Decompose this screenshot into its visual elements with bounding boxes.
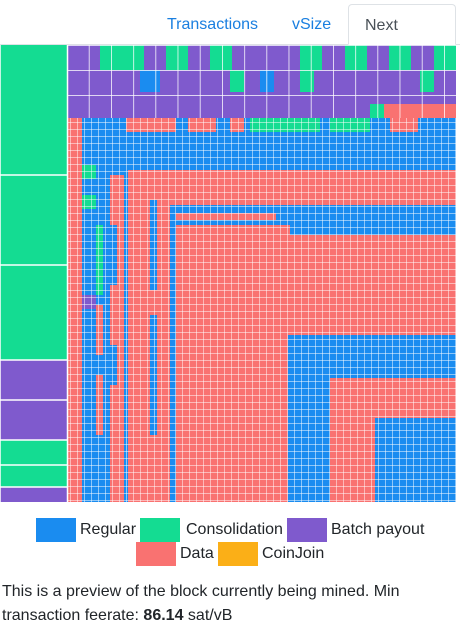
- grid-overlay: [0, 45, 69, 502]
- legend-swatch: [218, 542, 258, 566]
- grid-overlay: [68, 45, 456, 118]
- legend-swatch: [140, 518, 180, 542]
- description-text: This is a preview of the block currently…: [2, 583, 400, 624]
- tx-cell: [0, 487, 68, 502]
- legend-swatch: [136, 542, 176, 566]
- block-treemap: [0, 45, 456, 502]
- legend-label: CoinJoin: [262, 545, 325, 562]
- legend-label: Data: [180, 545, 214, 562]
- feerate: 86.14: [143, 607, 184, 624]
- tx-cell: [0, 440, 68, 487]
- tab-bar: Transactions vSize Next block: [0, 0, 460, 75]
- tx-cell: [0, 45, 68, 360]
- legend-swatch: [36, 518, 76, 542]
- legend-label: Batch payout: [331, 521, 425, 538]
- legend-label: Consolidation: [186, 521, 283, 538]
- tab-active[interactable]: Next block: [348, 4, 456, 75]
- tab[interactable]: Transactions: [167, 16, 258, 33]
- tab[interactable]: vSize: [292, 16, 332, 33]
- description: This is a preview of the block currently…: [2, 580, 442, 628]
- feerate-unit: sat/vB: [187, 607, 233, 624]
- legend-swatch: [287, 518, 327, 542]
- legend-label: Regular: [80, 521, 137, 538]
- grid-overlay: [68, 118, 456, 502]
